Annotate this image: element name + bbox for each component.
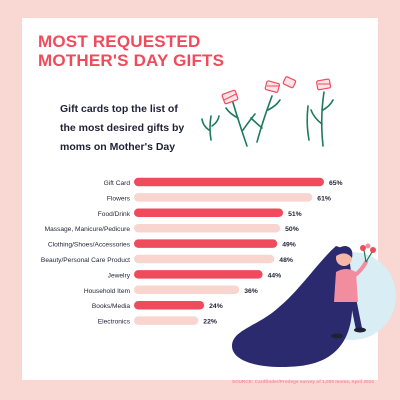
bar-massage-manicure-pedicure [134, 223, 281, 233]
value-label-beauty-personal-care-product: 48% [279, 257, 293, 264]
category-label-jewelry: Jewelry [108, 272, 131, 279]
category-label-household-item: Household Item [84, 288, 131, 295]
value-label-massage-manicure-pedicure: 50% [285, 226, 299, 233]
bar-books-media [134, 300, 205, 310]
bar-household-item [134, 285, 240, 295]
category-label-gift-card: Gift Card [104, 180, 131, 187]
bar-flowers [134, 193, 313, 202]
value-label-food-drink: 51% [288, 211, 302, 218]
value-label-books-media: 24% [209, 303, 223, 310]
value-label-clothing-shoes-accessories: 49% [282, 242, 296, 249]
category-label-books-media: Books/Media [92, 303, 130, 310]
bar-gift-card [134, 177, 324, 187]
category-label-clothing-shoes-accessories: Clothing/Shoes/Accessories [48, 242, 131, 249]
bar-clothing-shoes-accessories [134, 239, 278, 248]
value-label-household-item: 36% [244, 288, 258, 295]
bar-jewelry [134, 270, 263, 279]
value-label-gift-card: 65% [329, 180, 343, 187]
source-note: SOURCE: Cardfinder/Prodege survey of 1,0… [231, 379, 374, 384]
value-label-jewelry: 44% [268, 272, 282, 279]
category-label-beauty-personal-care-product: Beauty/Personal Care Product [41, 257, 130, 264]
infographic-subtitle: Gift cards top the list of the most desi… [60, 103, 185, 153]
category-label-food-drink: Food/Drink [98, 211, 131, 218]
value-label-electronics: 22% [203, 319, 217, 326]
value-label-flowers: 61% [317, 195, 331, 202]
bar-beauty-personal-care-product [134, 254, 275, 264]
infographic-title: MOST REQUESTED MOTHER'S DAY GIFTS [38, 32, 225, 70]
category-label-electronics: Electronics [98, 319, 131, 326]
category-label-massage-manicure-pedicure: Massage, Manicure/Pedicure [45, 226, 131, 233]
bar-electronics [134, 316, 199, 325]
category-label-flowers: Flowers [107, 195, 131, 202]
bar-food-drink [134, 208, 284, 218]
